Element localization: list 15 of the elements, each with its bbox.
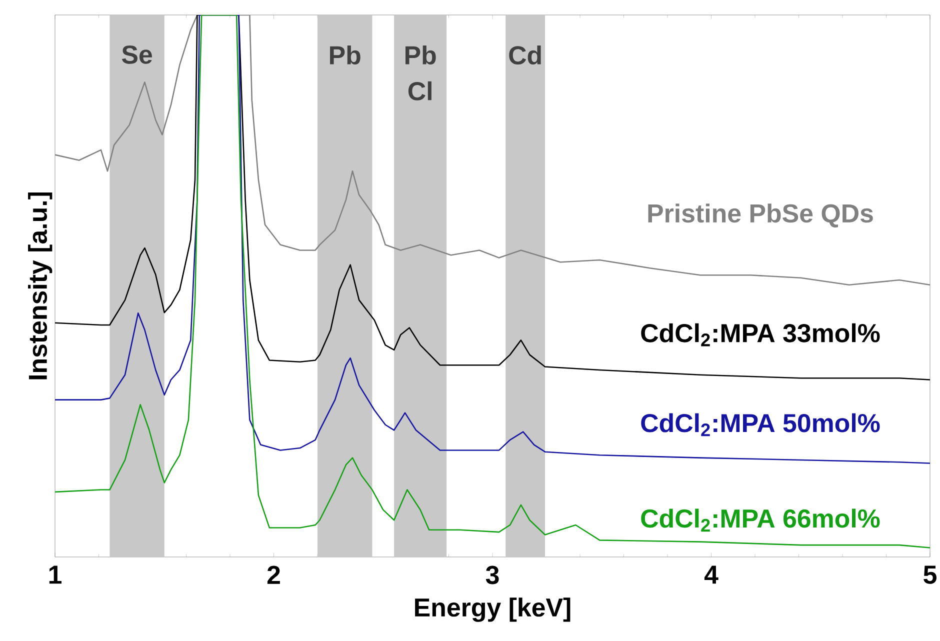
band-label: Se — [122, 45, 152, 64]
x-tick-label: 1 — [49, 566, 62, 584]
x-tick-label: 4 — [704, 566, 718, 584]
band-label: Cd — [509, 46, 541, 65]
series-label: Pristine PbSe QDs — [648, 204, 873, 228]
y-axis-title: Instensity [a.u.] — [28, 192, 52, 380]
series-label: CdCl$_{2}$:MPA 33mol% — [641, 323, 880, 346]
x-axis-title: Energy [keV] — [415, 598, 570, 622]
x-tick-label: 2 — [267, 566, 280, 584]
x-tick-label: 3 — [486, 566, 499, 584]
series-label: CdCl$_{2}$:MPA 50mol% — [641, 413, 880, 436]
band-label: Pb — [330, 46, 360, 65]
series-label: CdCl$_{2}$:MPA 66mol% — [641, 508, 880, 532]
x-tick-label: 5 — [924, 566, 936, 584]
band-label: Pb Cl — [406, 46, 436, 100]
